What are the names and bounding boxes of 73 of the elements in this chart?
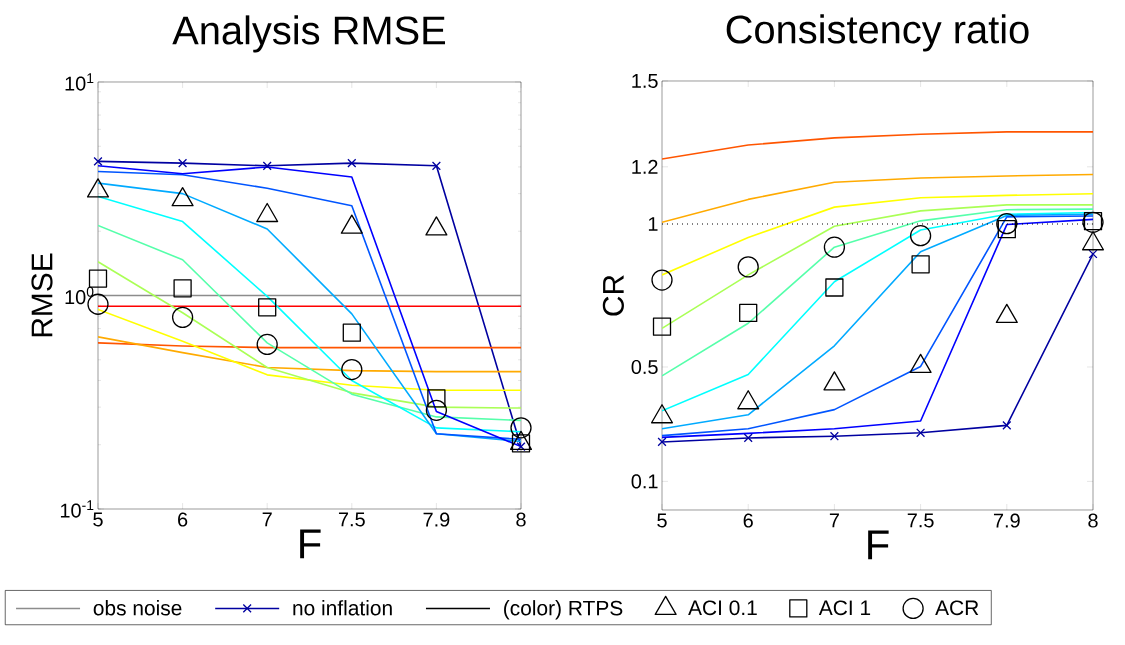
chart-title: Analysis RMSE <box>172 15 446 53</box>
line-series <box>662 131 1094 160</box>
point <box>739 303 758 323</box>
point <box>171 306 194 329</box>
x-tick-label: 7 <box>262 512 272 527</box>
point <box>178 158 188 168</box>
point <box>510 417 532 439</box>
x-tick-label: 6 <box>178 512 188 527</box>
point <box>997 219 1016 239</box>
line-series <box>98 260 521 409</box>
x-tick-label: 5 <box>657 513 667 528</box>
point <box>652 317 672 336</box>
chart-title: Consistency ratio <box>726 14 1029 52</box>
point <box>256 333 278 356</box>
point <box>1088 249 1098 259</box>
point <box>823 236 846 258</box>
text: (color) RTPS <box>504 600 623 620</box>
point <box>88 269 108 288</box>
x-tick-label: 7.5 <box>907 513 934 528</box>
point <box>425 399 448 421</box>
x-tick-label: 8 <box>516 512 526 527</box>
point <box>743 433 753 443</box>
point <box>347 158 357 168</box>
point <box>258 298 277 317</box>
x-tick-label: 7.9 <box>993 513 1020 528</box>
y-axis-title: CR <box>602 275 624 316</box>
line-series <box>98 308 521 392</box>
point <box>829 431 839 441</box>
legend-label: ACI 1 <box>818 600 871 616</box>
x-tick-label: 7.5 <box>338 512 365 527</box>
line-series <box>662 208 1094 377</box>
legend-label: obs noise <box>93 600 182 616</box>
legend-label: no inflation <box>293 600 392 616</box>
point <box>916 428 926 438</box>
y-tick-label: 10$^{-1}$ <box>60 500 94 518</box>
point <box>909 225 932 247</box>
x-axis-title: F <box>868 530 889 560</box>
y-tick-label: 0.5 <box>631 359 658 375</box>
y-tick-label: 1 <box>648 217 658 231</box>
point <box>825 278 844 297</box>
x-tick-label: 6 <box>743 513 753 528</box>
x-tick-label: 7.9 <box>423 512 450 527</box>
line-series <box>662 204 1094 330</box>
point <box>431 161 441 171</box>
point <box>262 161 272 171</box>
point <box>93 156 103 166</box>
x-tick-label: 7 <box>829 513 839 528</box>
x-tick-label: 5 <box>93 512 103 527</box>
point <box>427 389 446 408</box>
y-axis-title: RMSE <box>31 253 53 337</box>
point <box>173 279 192 298</box>
x-tick-label: 8 <box>1088 513 1098 528</box>
legend-label: ACR <box>935 600 979 616</box>
point <box>657 437 667 447</box>
point <box>342 323 361 342</box>
y-tick-label: 10$^{0}$ <box>65 286 94 305</box>
line-series <box>662 173 1094 224</box>
point <box>516 442 526 452</box>
point <box>651 269 673 291</box>
line-series <box>98 224 521 422</box>
point <box>341 358 363 381</box>
legend-label: ACI 0.1 <box>688 600 757 616</box>
point <box>1002 420 1012 430</box>
y-tick-label: 1.5 <box>632 74 658 88</box>
point <box>737 256 759 278</box>
point <box>911 255 930 274</box>
line-series <box>662 192 1094 276</box>
y-tick-label: 0.1 <box>631 474 658 489</box>
line-series <box>98 336 521 373</box>
y-tick-label: 1.2 <box>632 159 658 174</box>
point <box>996 213 1018 235</box>
x-axis-title: F <box>300 529 321 559</box>
y-tick-label: 10$^{1}$ <box>65 73 94 91</box>
